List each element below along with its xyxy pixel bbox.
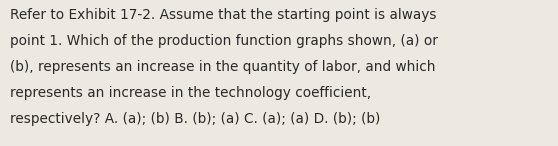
Text: Refer to Exhibit 17-2. Assume that the starting point is always: Refer to Exhibit 17-2. Assume that the s…	[10, 8, 436, 22]
Text: represents an increase in the technology coefficient,: represents an increase in the technology…	[10, 86, 371, 100]
Text: (b), represents an increase in the quantity of labor, and which: (b), represents an increase in the quant…	[10, 60, 435, 74]
Text: point 1. Which of the production function graphs shown, (a) or: point 1. Which of the production functio…	[10, 34, 438, 48]
Text: respectively? A. (a); (b) B. (b); (a) C. (a); (a) D. (b); (b): respectively? A. (a); (b) B. (b); (a) C.…	[10, 112, 381, 126]
